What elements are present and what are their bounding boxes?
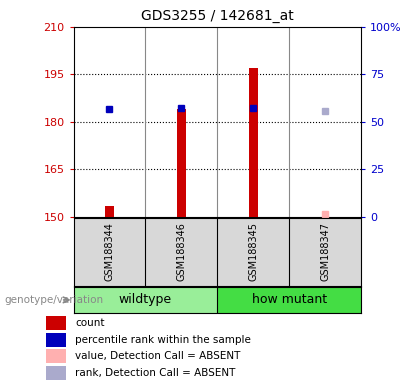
Bar <box>46 333 66 347</box>
Text: percentile rank within the sample: percentile rank within the sample <box>75 335 251 345</box>
Bar <box>177 109 186 217</box>
Text: GSM188344: GSM188344 <box>105 222 115 281</box>
Text: wildtype: wildtype <box>119 293 172 306</box>
Text: GSM188345: GSM188345 <box>248 222 258 281</box>
Text: value, Detection Call = ABSENT: value, Detection Call = ABSENT <box>75 351 241 361</box>
Bar <box>218 287 361 313</box>
Text: GSM188346: GSM188346 <box>176 222 186 281</box>
Text: count: count <box>75 318 105 328</box>
Bar <box>46 349 66 363</box>
Bar <box>74 287 218 313</box>
Text: how mutant: how mutant <box>252 293 327 306</box>
Text: rank, Detection Call = ABSENT: rank, Detection Call = ABSENT <box>75 368 236 378</box>
Text: genotype/variation: genotype/variation <box>4 295 103 305</box>
Bar <box>46 366 66 380</box>
Bar <box>105 206 114 217</box>
Bar <box>46 316 66 330</box>
Bar <box>249 68 258 217</box>
Title: GDS3255 / 142681_at: GDS3255 / 142681_at <box>141 9 294 23</box>
Text: GSM188347: GSM188347 <box>320 222 330 281</box>
